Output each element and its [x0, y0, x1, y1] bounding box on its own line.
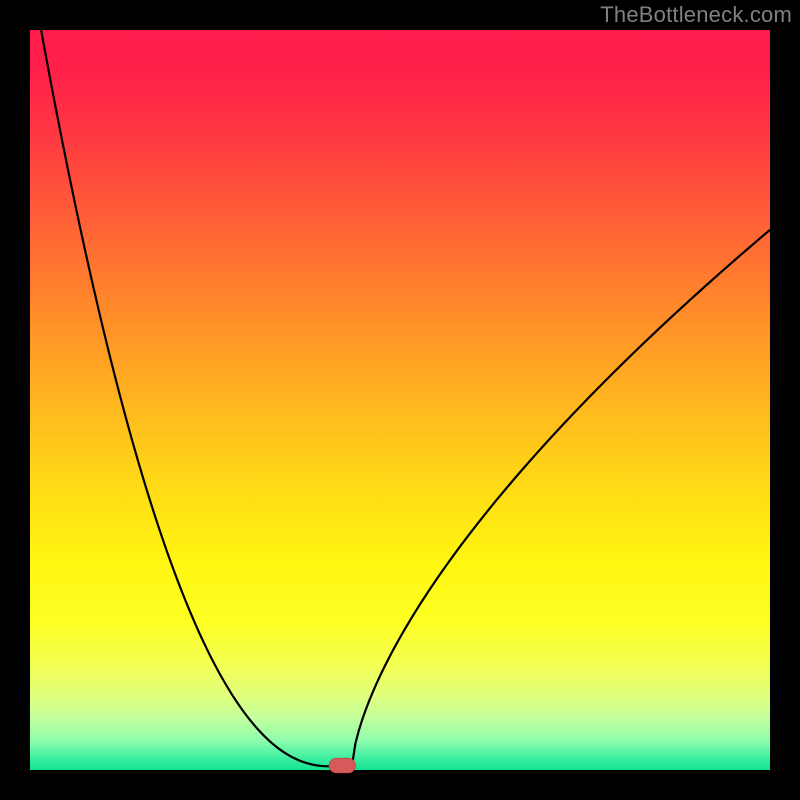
optimal-point-marker	[329, 758, 356, 773]
chart-background-gradient	[30, 30, 770, 770]
watermark-text: TheBottleneck.com	[600, 2, 792, 28]
bottleneck-chart	[0, 0, 800, 800]
chart-container: TheBottleneck.com	[0, 0, 800, 800]
